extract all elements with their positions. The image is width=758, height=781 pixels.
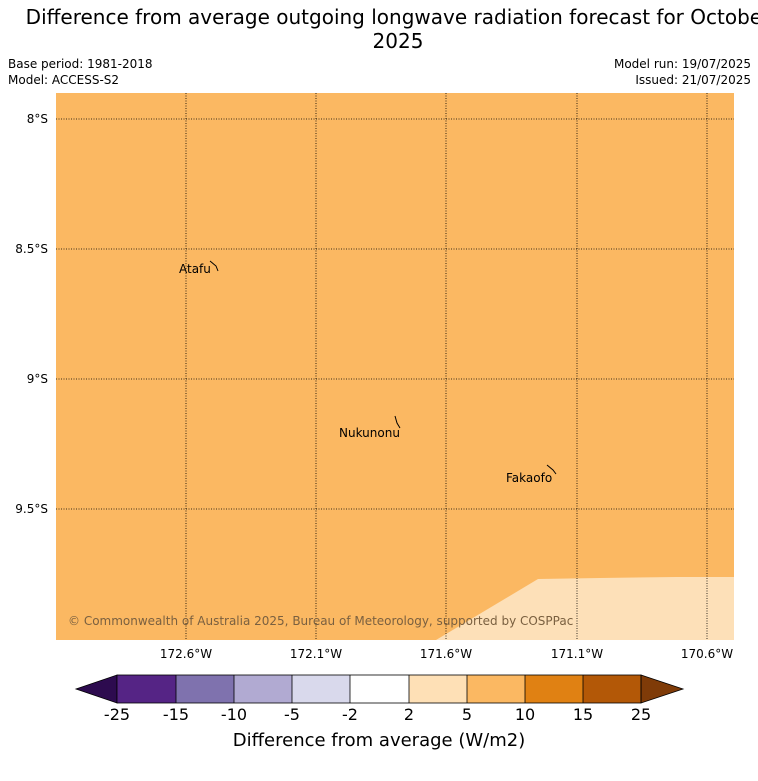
colorbar-over-arrow <box>640 674 685 704</box>
colorbar-tick: 25 <box>630 705 652 724</box>
colorbar-under-arrow <box>74 674 118 704</box>
lon-label-172-6w: 172.6°W <box>159 647 213 661</box>
colorbar-bin-5 <box>350 675 409 703</box>
colorbar-tick: 15 <box>572 705 594 724</box>
place-atafu: Atafu <box>179 262 211 276</box>
colorbar-bin-1 <box>117 675 176 703</box>
colorbar-tick: 10 <box>514 705 536 724</box>
colorbar-tick: 2 <box>403 705 415 724</box>
lat-label-9-5s: 9.5°S <box>15 502 48 516</box>
colorbar-dividers <box>116 674 642 704</box>
place-fakaofo: Fakaofo <box>506 471 553 485</box>
atafu-outline <box>209 260 219 272</box>
place-nukunonu: Nukunonu <box>339 426 400 440</box>
copyright-notice: © Commonwealth of Australia 2025, Bureau… <box>68 614 574 628</box>
lat-label-9s: 9°S <box>26 372 48 386</box>
colorbar-tick: -15 <box>162 705 190 724</box>
issued-date: Issued: 21/07/2025 <box>635 73 751 87</box>
lat-label-8s: 8°S <box>26 112 48 126</box>
lon-label-171-6w: 171.6°W <box>419 647 473 661</box>
island-outlines <box>209 260 557 475</box>
colorbar-bin-6 <box>409 675 467 703</box>
colorbar-tick: -5 <box>284 705 300 724</box>
colorbar-bin-7 <box>467 675 525 703</box>
low-anomaly-region <box>436 577 734 640</box>
base-period: Base period: 1981-2018 <box>8 57 153 71</box>
lon-label-172-1w: 172.1°W <box>289 647 343 661</box>
anomaly-field <box>56 93 734 640</box>
colorbar-label: Difference from average (W/m2) <box>232 730 526 751</box>
map-area <box>56 93 734 640</box>
model-run: Model run: 19/07/2025 <box>613 57 751 71</box>
meta-left: Base period: 1981-2018 Model: ACCESS-S2 <box>8 56 153 88</box>
map-title: Difference from average outgoing longwav… <box>25 5 758 53</box>
colorbar-bin-3 <box>234 675 292 703</box>
colorbar-tick: -10 <box>220 705 248 724</box>
lon-label-171-1w: 171.1°W <box>550 647 604 661</box>
colorbar-bin-8 <box>525 675 583 703</box>
colorbar-tick: 5 <box>461 705 473 724</box>
lat-label-8-5s: 8.5°S <box>15 242 48 256</box>
model-name: Model: ACCESS-S2 <box>8 73 120 87</box>
colorbar-tick: -2 <box>342 705 358 724</box>
colorbar <box>74 674 685 704</box>
colorbar-bin-2 <box>176 675 234 703</box>
lon-label-170-6w: 170.6°W <box>680 647 734 661</box>
gridlines <box>56 93 734 640</box>
colorbar-tick: -25 <box>103 705 131 724</box>
nukunonu-outline <box>394 415 401 429</box>
colorbar-bin-4 <box>292 675 350 703</box>
fakaofo-outline <box>546 464 557 475</box>
colorbar-bin-9 <box>583 675 641 703</box>
meta-right: Model run: 19/07/2025 Issued: 21/07/2025 <box>614 56 751 88</box>
